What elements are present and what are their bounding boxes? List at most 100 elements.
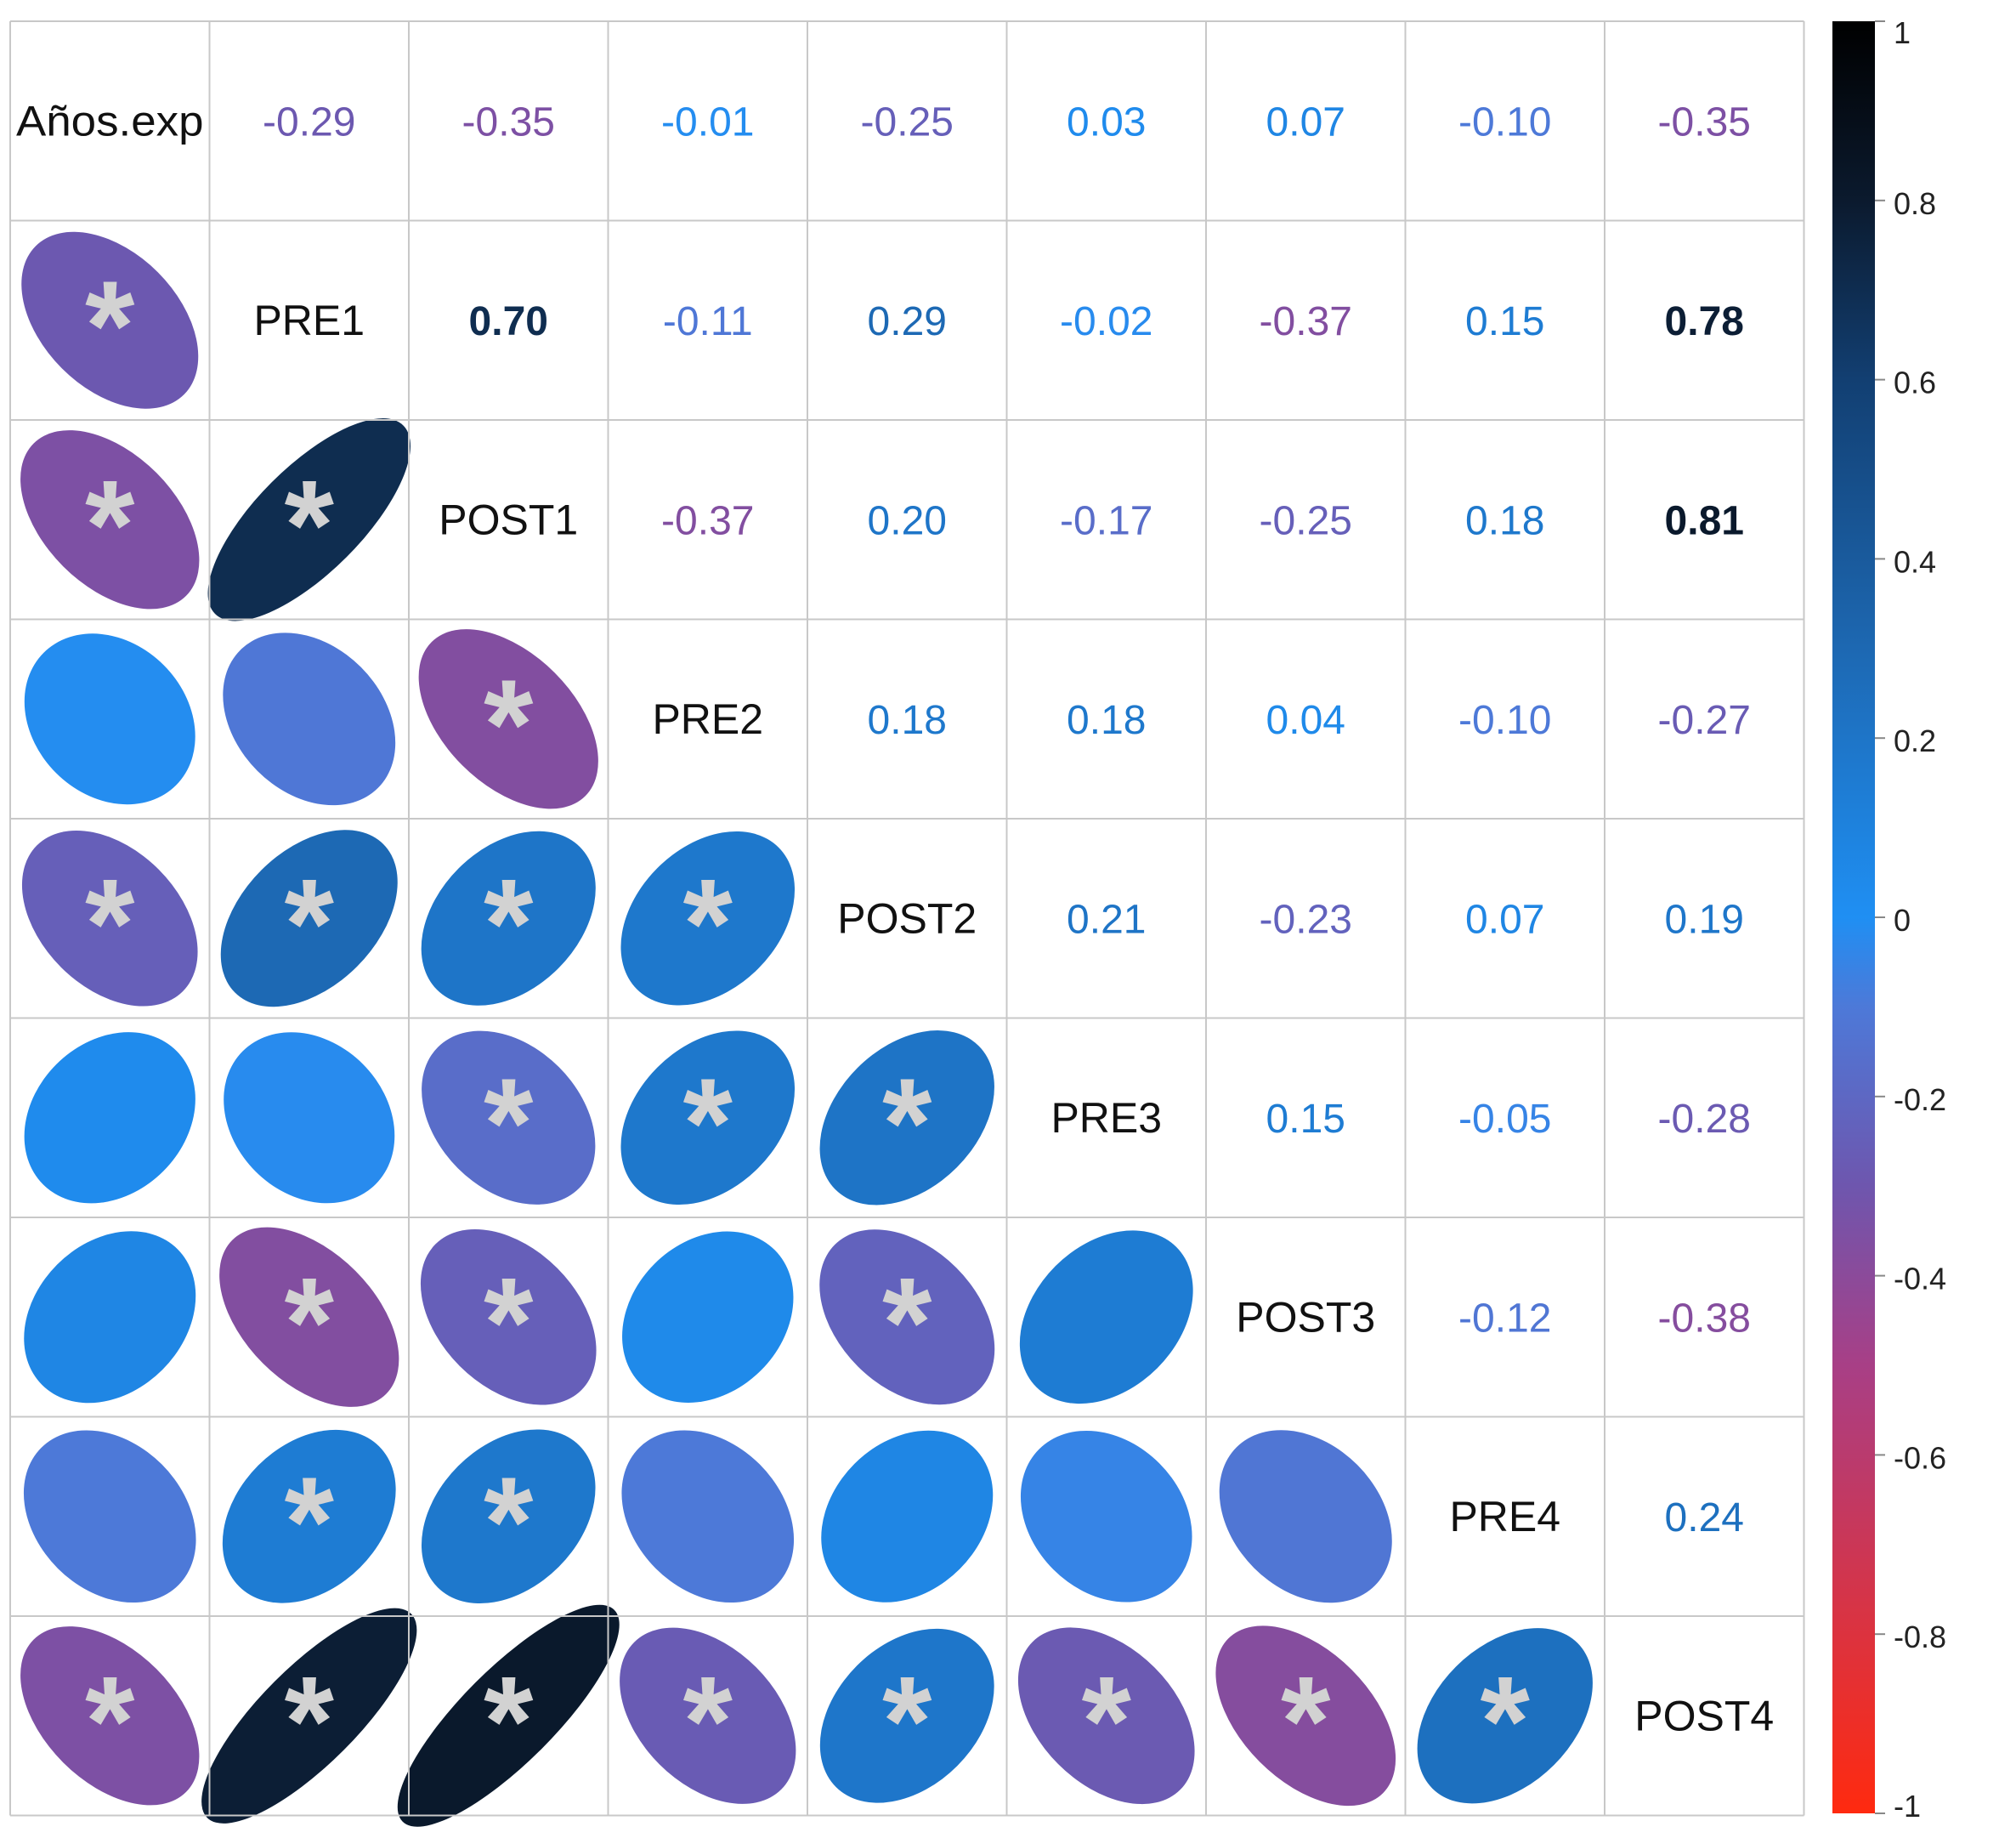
correlation-value: 0.18 [868,698,947,743]
diagonal-label: POST4 [1634,1692,1774,1739]
significance-mark: * [85,453,135,596]
correlation-ellipse [819,1628,994,1803]
correlation-value: 0.15 [1266,1097,1345,1142]
significance-mark: * [285,1450,335,1593]
colorbar-tick-label: -0.6 [1894,1440,1946,1475]
significance-mark: * [285,1649,335,1792]
correlation-ellipse [224,1032,395,1204]
correlation-ellipse [1215,1625,1396,1807]
correlation-ellipse [620,1030,796,1205]
correlation-ellipse [21,231,199,409]
correlation-ellipse [23,1430,196,1603]
colorbar-tick-label: -0.4 [1894,1262,1946,1296]
correlation-ellipse [21,830,198,1007]
significance-mark: * [285,852,335,995]
significance-mark: * [882,1251,932,1393]
correlation-ellipse [418,629,598,809]
significance-mark: * [484,1649,534,1792]
colorbar-tick-label: -0.8 [1894,1620,1946,1654]
correlation-value: 0.29 [868,299,947,344]
correlation-ellipse [420,1228,597,1405]
correlation-value: 0.21 [1067,897,1146,942]
correlation-ellipse [1417,1628,1593,1804]
correlation-value: -0.37 [661,498,754,543]
correlation-ellipse [220,830,398,1007]
significance-mark: * [683,1649,733,1792]
matrix-grid [9,20,1805,1817]
correlation-value: -0.25 [861,99,954,145]
correlation-ellipse [222,1429,396,1603]
correlation-value: -0.02 [1060,299,1152,344]
significance-mark: * [484,1450,534,1593]
significance-mark: * [484,653,534,796]
correlation-ellipse [1019,1230,1193,1404]
diagonal-label: POST2 [837,894,977,942]
diagonal-label: POST3 [1236,1293,1375,1341]
correlation-ellipse [620,831,796,1006]
correlation-value: 0.15 [1465,299,1544,344]
correlation-ellipse [821,1430,994,1603]
colorbar-tick-label: 0.2 [1894,723,1936,758]
colorbar: 1 0.8 0.6 0.4 0.2 0 -0.2 -0.4 -0.6 -0.8 -1 [1832,15,1946,1824]
colorbar-tick-label: 0.8 [1894,186,1936,221]
diagonal-label: PRE3 [1050,1094,1162,1142]
correlation-value: -0.27 [1658,698,1751,743]
correlation-ellipse [1219,1430,1392,1603]
colorbar-tick-label: 1 [1894,15,1911,50]
correlation-ellipse [24,1032,195,1204]
correlation-value: -0.25 [1260,498,1352,543]
significance-mark: * [85,254,135,397]
colorbar-tick-label: -0.2 [1894,1082,1946,1117]
correlation-value: -0.12 [1458,1296,1551,1341]
correlation-ellipse [207,418,411,621]
diagonal-label: PRE1 [253,297,365,344]
diagonal-label: PRE2 [652,695,763,743]
correlation-value: -0.23 [1260,897,1352,942]
significance-mark: * [1082,1649,1132,1792]
correlation-value: 0.81 [1665,498,1744,543]
correlation-value: -0.35 [1658,99,1751,145]
correlation-value: -0.28 [1658,1097,1751,1142]
correlation-value: 0.78 [1665,299,1744,344]
diagonal-label: POST1 [439,496,578,543]
colorbar-tick-label: 0 [1894,903,1911,938]
correlation-ellipse [421,1429,596,1604]
correlation-value: -0.10 [1458,99,1551,145]
correlation-value: 0.07 [1266,99,1345,145]
correlation-ellipse [621,1430,795,1603]
colorbar-tick-label: -1 [1894,1789,1921,1824]
correlation-ellipse [620,1627,796,1804]
correlation-value: 0.03 [1067,99,1146,145]
correlation-value: 0.04 [1266,698,1345,743]
correlation-ellipse [422,1030,596,1205]
significance-mark: * [484,1052,534,1194]
correlation-ellipse [223,633,396,806]
correlation-ellipse [219,1227,399,1407]
diagonal-label: PRE4 [1449,1493,1560,1540]
correlation-value: -0.29 [263,99,355,145]
correlation-value: 0.18 [1067,698,1146,743]
colorbar-tick-label: 0.4 [1894,544,1936,579]
significance-mark: * [1281,1649,1331,1792]
correlation-value: 0.07 [1465,897,1544,942]
correlation-ellipse [1020,1430,1192,1603]
correlation-ellipse [20,1626,200,1806]
correlation-ellipse [201,1608,417,1824]
significance-mark: * [882,1052,932,1194]
correlation-value: 0.24 [1665,1495,1744,1540]
correlation-ellipse [24,1231,196,1404]
correlation-ellipse [1017,1627,1195,1805]
significance-mark: * [882,1649,932,1792]
significance-mark: * [85,852,135,995]
significance-mark: * [285,453,335,596]
significance-mark: * [285,1251,335,1393]
significance-mark: * [683,852,733,995]
correlation-value: -0.11 [663,299,753,344]
correlation-ellipse [421,831,596,1006]
correlation-ellipse [20,430,200,610]
correlation-ellipse [622,1231,794,1403]
significance-mark: * [484,1251,534,1393]
correlation-value: 0.19 [1665,897,1744,942]
correlation-value: -0.05 [1458,1097,1551,1142]
